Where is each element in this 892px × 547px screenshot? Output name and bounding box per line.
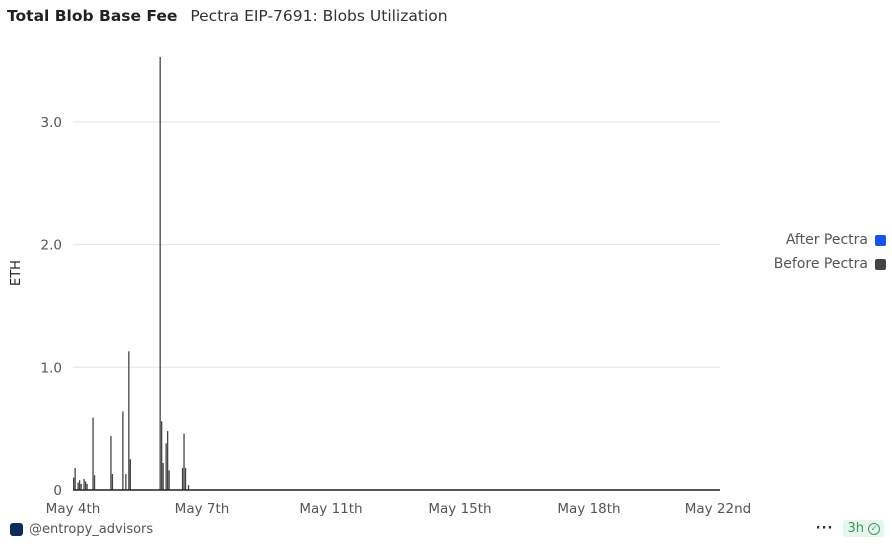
bar [187,485,190,490]
y-tick-label: 0 [53,483,62,499]
legend-item-before-pectra[interactable]: Before Pectra [774,252,886,276]
bar [128,351,130,490]
legend-label: After Pectra [785,232,868,248]
x-tick-label: May 4th [46,501,101,517]
bar [83,478,85,490]
ellipsis-icon[interactable]: ··· [815,521,834,536]
y-tick-label: 2.0 [41,238,62,254]
bar [92,417,94,490]
x-tick-label: May 15th [428,501,491,517]
bar [165,443,167,490]
bar [183,433,185,490]
bar [184,467,187,490]
bar [77,482,79,490]
bar [74,467,76,490]
author-logo-icon [10,523,23,536]
legend-swatch [875,258,886,270]
bar [181,467,184,490]
author-name: @entropy_advisors [29,522,154,537]
bar [80,483,82,490]
title: Total Blob Base Fee [7,7,178,25]
bar [78,480,81,490]
bar [168,470,170,490]
bar [111,474,114,490]
bar [159,56,161,491]
bar [166,431,169,490]
x-tick-label: May 18th [557,501,620,517]
bar [110,436,112,490]
x-tick-label: May 7th [175,501,230,517]
x-tick-label: May 11th [299,501,362,517]
bar [161,421,163,490]
bar [73,477,75,490]
legend-item-after-pectra[interactable]: After Pectra [774,228,886,252]
author-link[interactable]: @entropy_advisors [10,522,153,537]
x-tick-label: May 22nd [685,501,752,517]
y-axis-label: ETH [9,260,24,286]
bar [122,411,124,490]
bar [125,474,127,490]
bar [86,483,88,490]
bar [84,481,87,490]
bar [129,459,131,490]
y-tick-label: 1.0 [41,360,62,376]
subtitle: Pectra EIP-7691: Blobs Utilization [190,7,448,25]
bar [162,463,164,490]
freshness-text: 3h [847,521,864,536]
bar [93,475,96,490]
legend-label: Before Pectra [773,256,868,272]
check-circle-icon: ✓ [868,522,880,535]
chart-title: Total Blob Base Fee Pectra EIP-7691: Blo… [7,7,448,25]
legend: After Pectra Before Pectra [774,228,886,276]
freshness-badge[interactable]: 3h ✓ [843,520,884,537]
y-tick-label: 3.0 [41,115,62,131]
legend-swatch [875,234,886,246]
